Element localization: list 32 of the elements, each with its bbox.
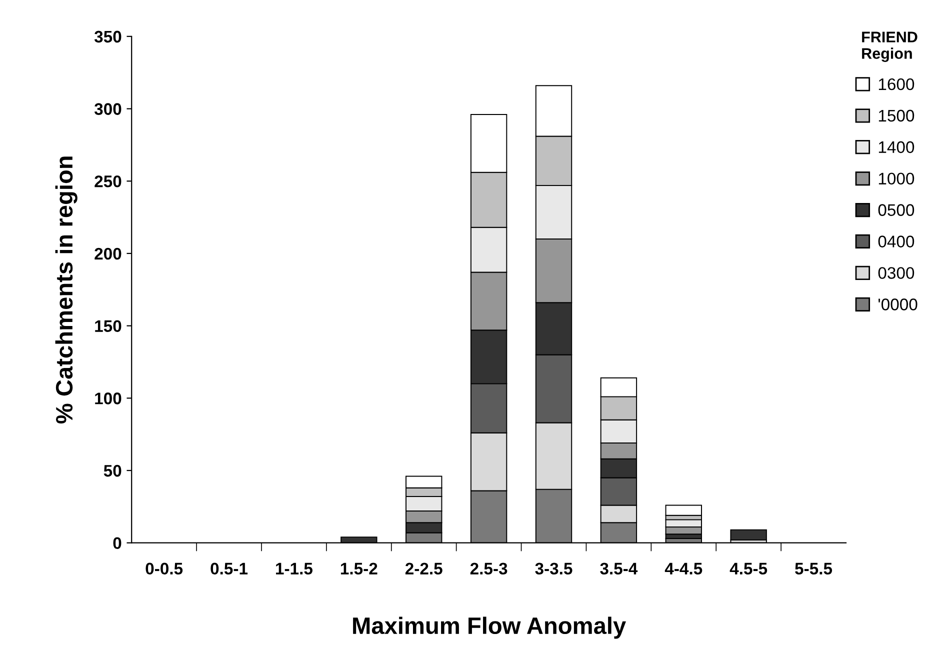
x-tick-label: 2-2.5 — [405, 562, 442, 575]
x-tick-label: 0.5-1 — [210, 562, 248, 575]
x-tick-label: 0-0.5 — [146, 562, 183, 575]
x-tick-label: 4.5-5 — [730, 562, 768, 575]
legend-title: FRIEND Region — [862, 32, 918, 62]
y-axis-title: % Catchments in region — [55, 156, 78, 424]
x-tick-label: 4-4.5 — [664, 562, 702, 575]
x-tick-label: 1.5-2 — [340, 562, 378, 575]
x-axis-title: Maximum Flow Anomaly — [353, 616, 626, 639]
y-tick-label: 100 — [95, 392, 122, 404]
legend-label: '0000 — [878, 298, 918, 310]
legend-label: 1000 — [878, 172, 914, 185]
x-tick-label: 3.5-4 — [600, 562, 638, 575]
y-tick-label: 50 — [104, 464, 122, 477]
x-tick-label: 1-1.5 — [276, 562, 312, 575]
bar — [665, 504, 702, 516]
y-tick-label: 0 — [113, 537, 122, 550]
y-tick-label: 150 — [95, 320, 122, 332]
y-tick-label: 300 — [94, 103, 122, 115]
y-tick-label: 250 — [94, 176, 122, 188]
legend-label: 0500 — [878, 204, 914, 216]
x-tick-label: 3-3.5 — [535, 562, 572, 575]
legend-label: 1400 — [878, 141, 914, 154]
x-tick-label: 5-5.5 — [795, 562, 832, 575]
legend-label: 1600 — [878, 78, 914, 90]
legend-label: 0300 — [878, 267, 914, 279]
y-tick-label: 350 — [94, 30, 122, 43]
x-tick-label: 2.5-3 — [470, 562, 508, 575]
legend-label: 0400 — [878, 236, 914, 248]
y-tick-label: 200 — [94, 248, 122, 260]
bar — [730, 529, 767, 540]
legend-label: 1500 — [878, 110, 914, 122]
